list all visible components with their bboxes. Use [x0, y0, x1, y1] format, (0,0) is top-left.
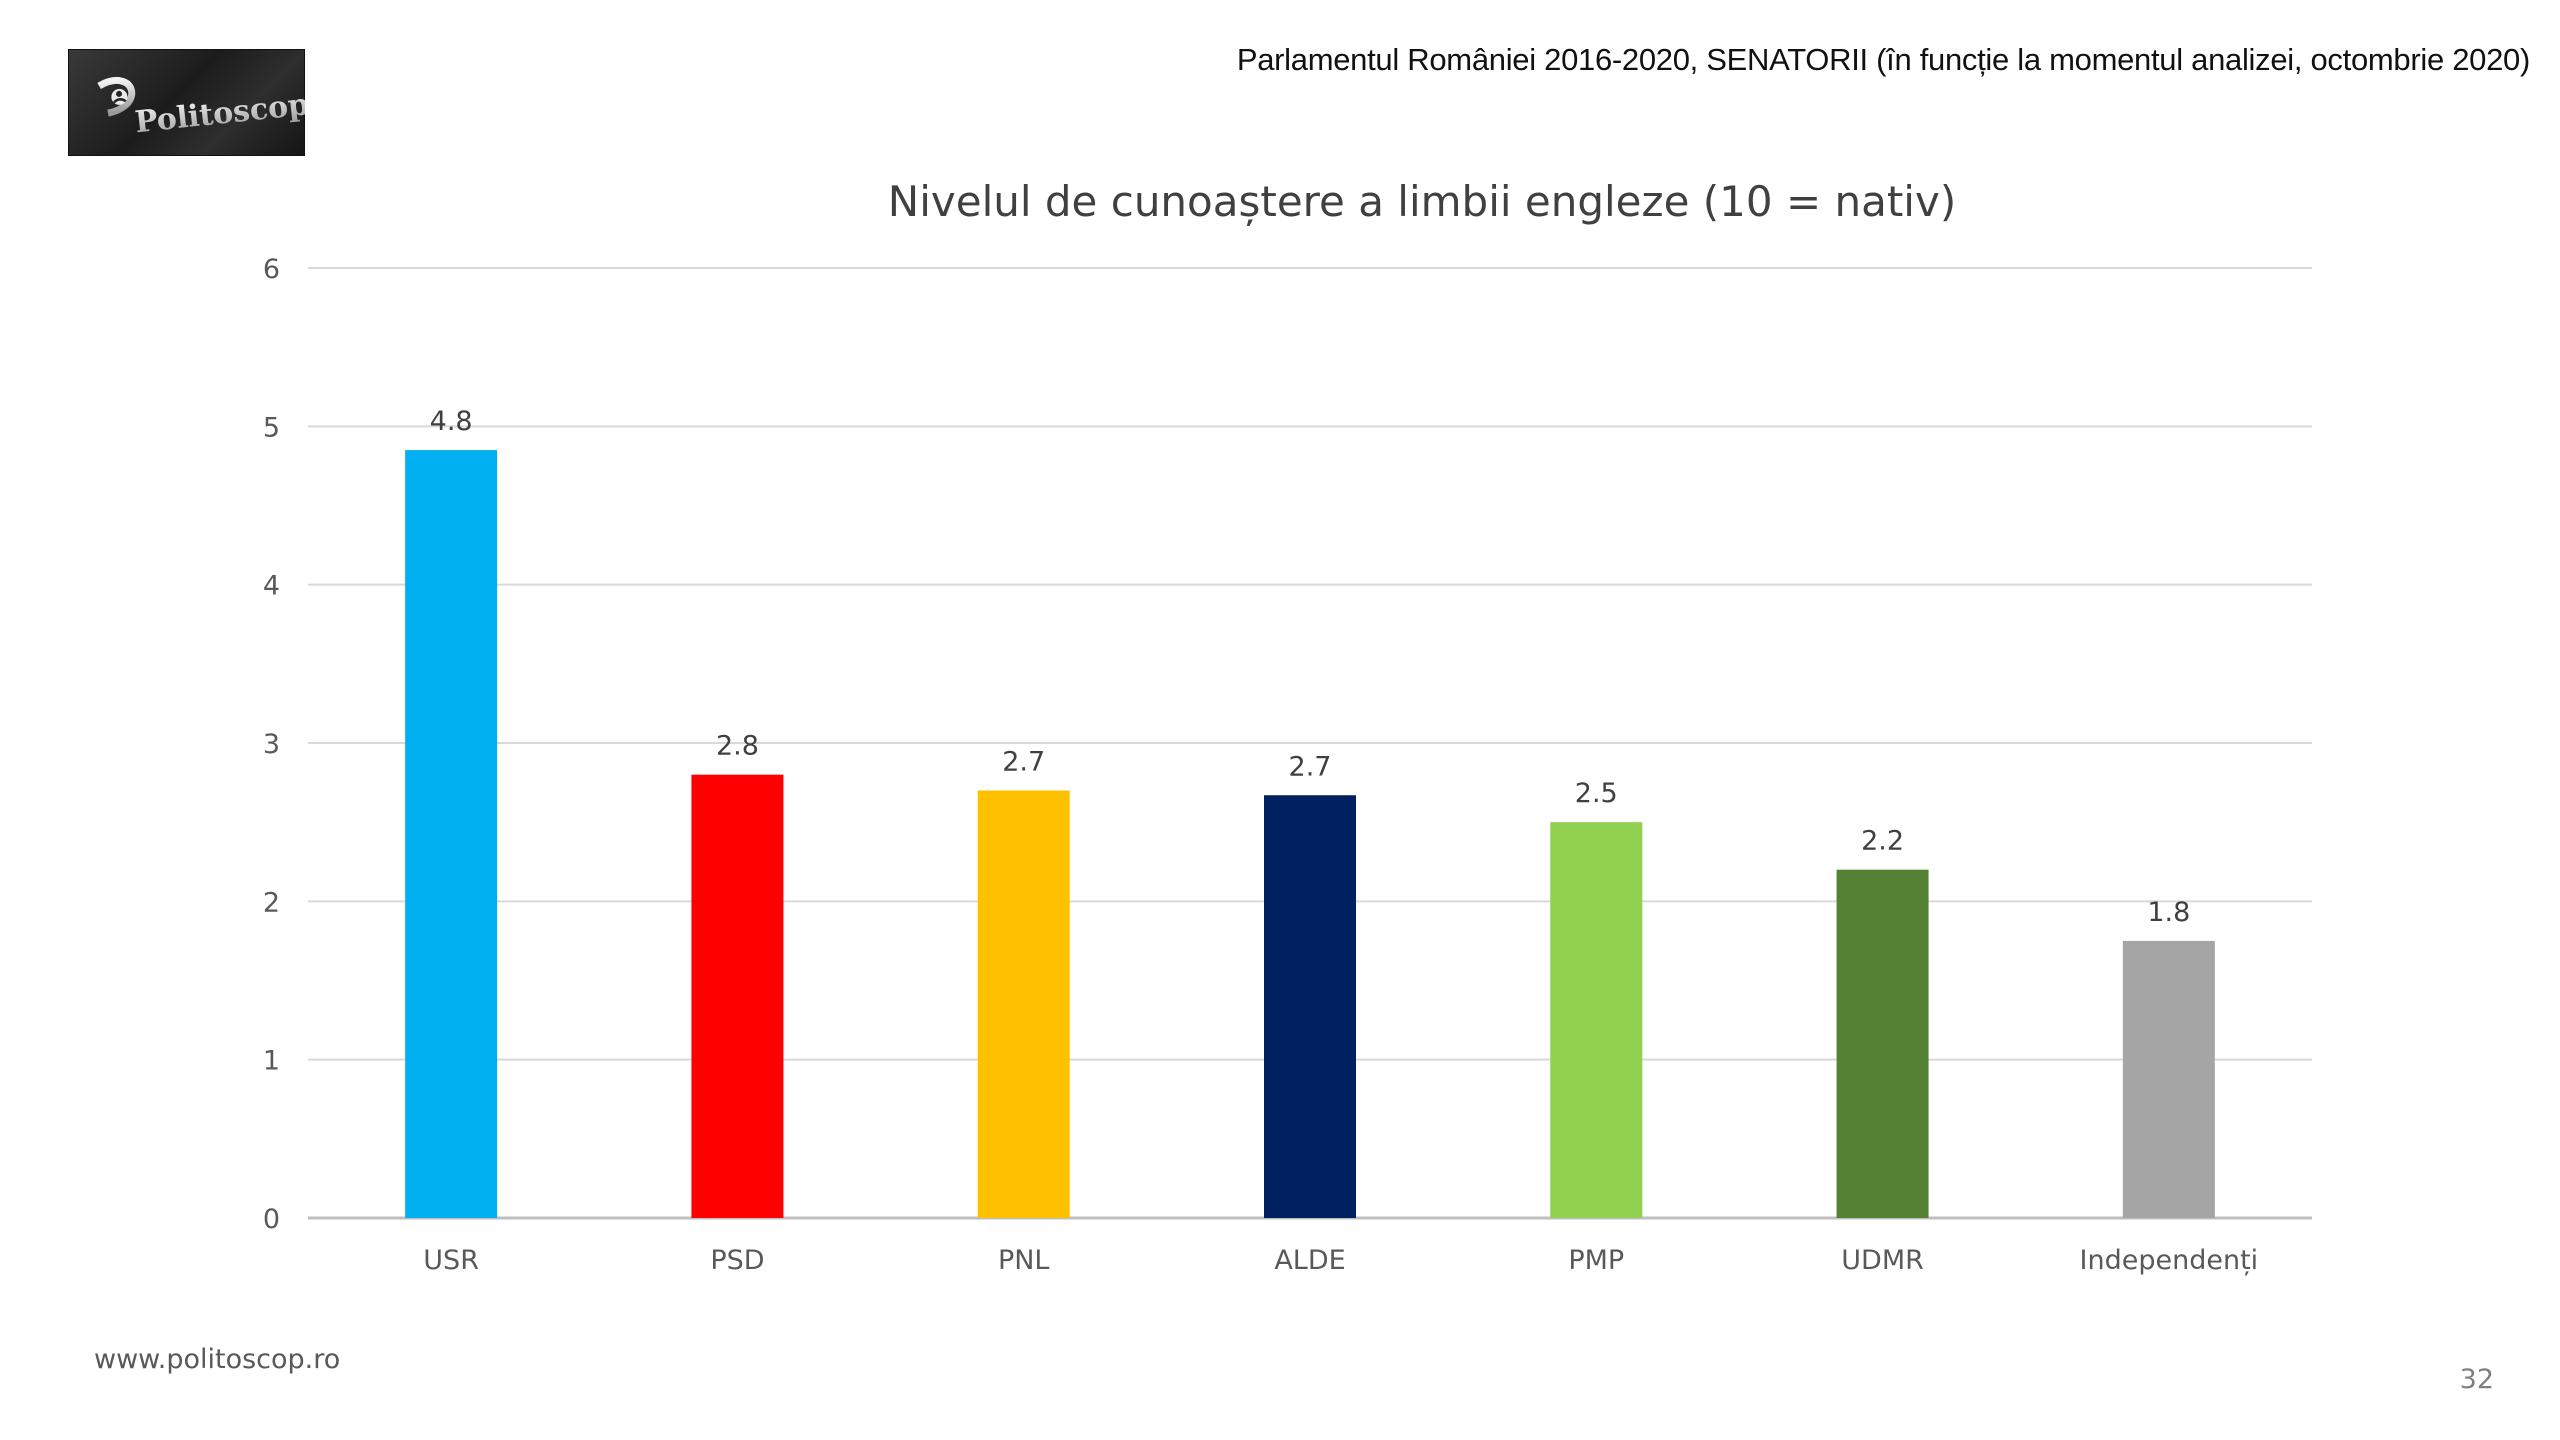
data-label: 2.7 [1289, 751, 1332, 782]
y-axis-ticks: 0 1 2 3 4 5 6 [263, 254, 280, 1235]
y-tick-label: 0 [263, 1204, 280, 1235]
y-tick-label: 1 [263, 1046, 280, 1077]
gridlines [308, 267, 2312, 1220]
page-number: 32 [2459, 1364, 2494, 1395]
bars [405, 450, 2215, 1218]
data-label: 2.7 [1002, 747, 1045, 778]
bar-pmp [1550, 822, 1643, 1218]
x-tick-label: ALDE [1274, 1245, 1345, 1276]
data-labels: 4.8 2.8 2.7 2.7 2.5 2.2 1.8 [430, 406, 2191, 928]
data-label: 2.5 [1575, 778, 1618, 809]
x-axis-ticks: USR PSD PNL ALDE PMP UDMR Independenți [423, 1245, 2258, 1276]
footer-url[interactable]: www.politoscop.ro [94, 1344, 341, 1375]
y-tick-label: 6 [263, 254, 280, 285]
politoscop-logo: Politoscop [68, 49, 305, 156]
x-tick-label: PNL [998, 1245, 1050, 1276]
x-tick-label: PMP [1568, 1245, 1624, 1276]
x-tick-label: PSD [710, 1245, 764, 1276]
header-note: Parlamentul României 2016-2020, SENATORI… [1236, 42, 2530, 77]
x-tick-label: Independenți [2080, 1245, 2259, 1276]
data-label: 2.2 [1861, 826, 1904, 857]
data-label: 4.8 [430, 406, 473, 437]
bar-usr [405, 450, 498, 1218]
chart-title: Nivelul de cunoaștere a limbii engleze (… [888, 177, 1956, 226]
logo-graphic: Politoscop [97, 76, 305, 142]
data-label: 1.8 [2147, 897, 2190, 928]
bar-psd [691, 774, 784, 1218]
y-tick-label: 2 [263, 887, 280, 918]
y-tick-label: 4 [263, 571, 280, 602]
data-label: 2.8 [716, 731, 759, 762]
bar-pnl [977, 790, 1070, 1218]
y-tick-label: 5 [263, 412, 280, 443]
bar-independen-i [2122, 940, 2215, 1218]
x-tick-label: USR [423, 1245, 479, 1276]
bar-alde [1264, 795, 1356, 1218]
x-tick-label: UDMR [1841, 1245, 1924, 1276]
y-tick-label: 3 [263, 729, 280, 760]
bar-udmr [1836, 869, 1929, 1218]
